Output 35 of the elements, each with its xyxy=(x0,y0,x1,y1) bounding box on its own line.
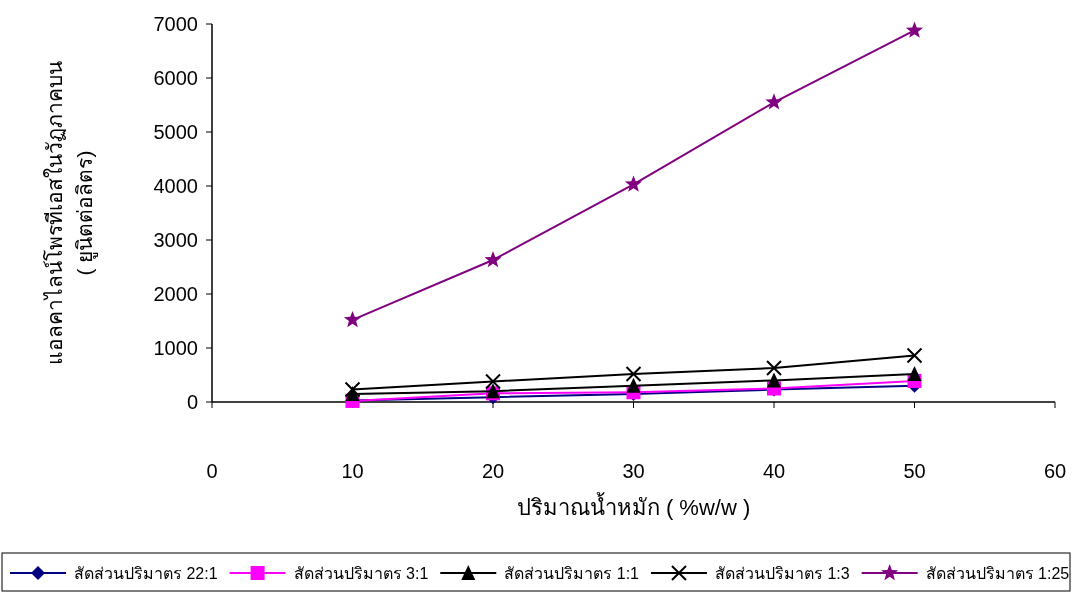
x-tick-label: 40 xyxy=(762,460,786,482)
legend-label: สัดส่วนปริมาตร 1:1 xyxy=(504,565,640,582)
x-tick-label: 50 xyxy=(903,460,926,482)
point xyxy=(484,250,502,268)
point xyxy=(906,347,923,364)
point xyxy=(343,310,362,328)
point xyxy=(485,373,501,390)
y-tick-label: 6000 xyxy=(153,67,198,89)
point xyxy=(907,365,922,381)
point xyxy=(625,365,642,382)
x-tick-label: 60 xyxy=(1043,460,1067,482)
x-tick-label: 30 xyxy=(622,460,645,482)
x-tick-label: 20 xyxy=(481,460,505,482)
y-axis-title: แอลคาไลน์โพรทีเอสในวัฏภาคบน ( ยูนิตต่อลิตร) xyxy=(43,61,98,365)
point xyxy=(626,377,641,393)
legend-label: สัดส่วนปริมาตร 22:1 xyxy=(74,565,218,582)
legend-label: สัดส่วนปริมาตร 3:1 xyxy=(293,565,429,582)
point xyxy=(766,359,782,376)
point xyxy=(905,21,924,38)
point xyxy=(344,381,361,398)
legend-label: สัดส่วนปริมาตร 1:25 xyxy=(925,565,1070,582)
y-tick-label: 4000 xyxy=(153,175,198,197)
x-tick-label: 0 xyxy=(206,460,218,482)
y-tick-label: 0 xyxy=(186,391,198,413)
y-tick-label: 5000 xyxy=(153,121,198,143)
y-tick-label: 3000 xyxy=(153,229,198,251)
y-tick-label: 1000 xyxy=(153,337,198,359)
point xyxy=(765,93,783,110)
y-tick-label: 7000 xyxy=(153,13,198,35)
x-axis-title: ปริมาณน้ำหมัก ( %w/w ) xyxy=(516,492,751,520)
legend-label: สัดส่วนปริมาตร 1:3 xyxy=(714,565,850,582)
point xyxy=(767,372,781,388)
y-tick-label: 2000 xyxy=(153,283,198,305)
x-tick-label: 10 xyxy=(341,460,364,482)
point xyxy=(624,175,643,192)
